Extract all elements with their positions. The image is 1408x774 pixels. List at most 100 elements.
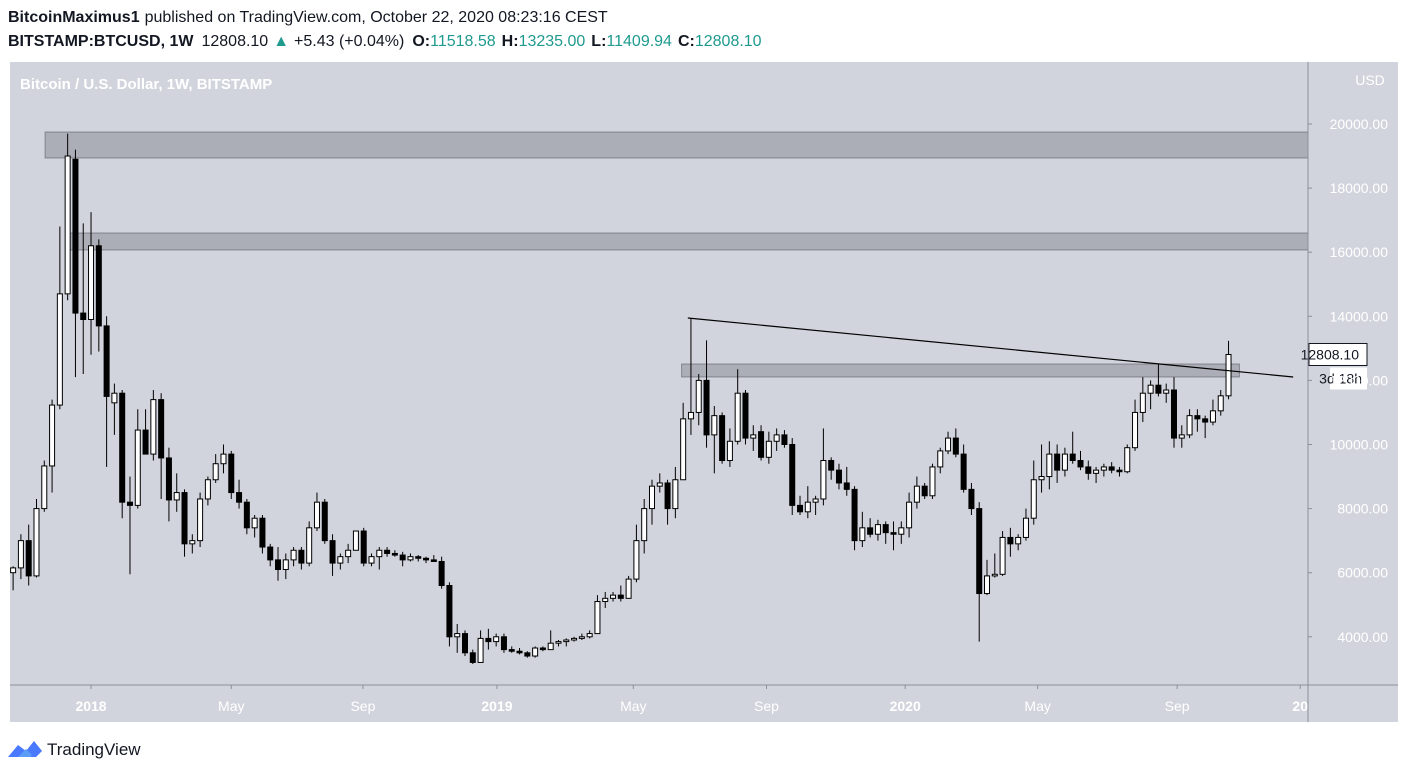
candle-body [633, 540, 640, 580]
candle-body [1178, 434, 1185, 439]
candle-body [1225, 353, 1232, 397]
candle-body [921, 485, 928, 497]
candle-body [1132, 411, 1139, 449]
candle-body [672, 479, 679, 510]
candle-body [119, 392, 126, 503]
symbol: BITSTAMP:BTCUSD, 1W [8, 33, 194, 50]
candle-body [765, 440, 772, 458]
candle-body [797, 504, 804, 513]
candle-body [306, 527, 313, 564]
candle-body [859, 527, 866, 542]
y-tick-label: 12000.00 [1330, 372, 1389, 388]
candle-body [25, 540, 32, 577]
candle-body [602, 597, 609, 603]
candle-body [423, 557, 430, 561]
candle-body [703, 379, 710, 436]
candle-body [843, 482, 850, 490]
candle-body [493, 636, 500, 643]
candle-body [430, 559, 437, 562]
trendline [687, 317, 1294, 378]
x-tick-label: May [218, 698, 244, 714]
candle-body [438, 560, 445, 587]
ohlc-value: 13235.00 [519, 33, 586, 50]
candle-body [960, 453, 967, 490]
candle-body [929, 466, 936, 497]
candle-body [952, 437, 959, 455]
candle-body [313, 501, 320, 529]
candle-body [508, 649, 515, 652]
candle-body [134, 429, 141, 506]
candle-body [804, 501, 811, 513]
resistance-zone [681, 363, 1240, 378]
candle-body [1046, 453, 1053, 478]
candle-body [648, 485, 655, 510]
y-tick-label: 20000.00 [1330, 116, 1389, 132]
candle-body [345, 549, 352, 558]
brand: TradingView [47, 740, 141, 759]
candle-body [1069, 453, 1076, 462]
ohlc-key: C: [678, 33, 695, 50]
countdown-box [1330, 367, 1367, 390]
candle-body [290, 549, 297, 561]
candle-body [243, 501, 250, 529]
candle-body [695, 379, 702, 413]
candle-body [758, 431, 765, 458]
candle-body [1139, 392, 1146, 413]
candle-body [298, 549, 305, 564]
last-price-label: 12808.10 [1301, 346, 1360, 362]
y-tick-label: 10000.00 [1330, 436, 1389, 452]
tradingview-logo [8, 741, 42, 757]
candle-body [165, 457, 172, 501]
candle-body [781, 434, 788, 445]
candle-body [1015, 536, 1022, 545]
ohlc-key: H: [502, 33, 519, 50]
candle-body [968, 488, 975, 510]
candle-body [1124, 447, 1131, 473]
y-tick-label: 18000.00 [1330, 180, 1389, 196]
symbol-line: BITSTAMP:BTCUSD, 1W 12808.10 ▲ +5.43 (+0.04… [8, 33, 762, 50]
candle-body [469, 652, 476, 663]
candle-body [158, 399, 165, 459]
candle-body [220, 453, 227, 465]
candle-body [1217, 395, 1224, 412]
candle-body [571, 637, 578, 641]
candle-body [454, 633, 461, 638]
candle-body [88, 245, 95, 320]
candle-body [789, 443, 796, 506]
candle-body [719, 415, 726, 462]
candle-body [867, 527, 874, 535]
candle-body [711, 415, 718, 436]
price-markers: 12808.10 3d 18h [1301, 342, 1368, 390]
y-tick-label: 8000.00 [1337, 501, 1388, 517]
candle-body [1108, 466, 1115, 471]
candle-body [376, 549, 383, 558]
candle-body [1116, 469, 1123, 473]
plot-area [10, 131, 1309, 665]
candle-body [111, 392, 118, 404]
y-tick-label: 4000.00 [1337, 629, 1388, 645]
candle-body [687, 411, 694, 420]
candle-body [742, 392, 749, 439]
candle-body [189, 540, 196, 545]
candle-body [352, 530, 359, 551]
candle-body [212, 463, 219, 481]
x-tick-label: Sep [1165, 698, 1190, 714]
candle-body [937, 450, 944, 468]
candle-body [945, 437, 952, 452]
candle-body [56, 293, 63, 406]
candle-body [500, 636, 507, 651]
last-price: 12808.10 [201, 33, 268, 50]
candle-body [563, 639, 570, 643]
ohlc-value: 11409.94 [606, 33, 672, 50]
x-tick-label: 2020 [890, 698, 921, 714]
candle-body [1194, 415, 1201, 420]
candle-body [267, 546, 274, 561]
candle-body [820, 460, 827, 500]
candle-body [617, 594, 624, 599]
candle-body [532, 647, 539, 657]
candle-body [337, 556, 344, 564]
candle-body [976, 508, 983, 595]
candle-body [204, 479, 211, 500]
y-tick-label: 14000.00 [1330, 308, 1389, 324]
